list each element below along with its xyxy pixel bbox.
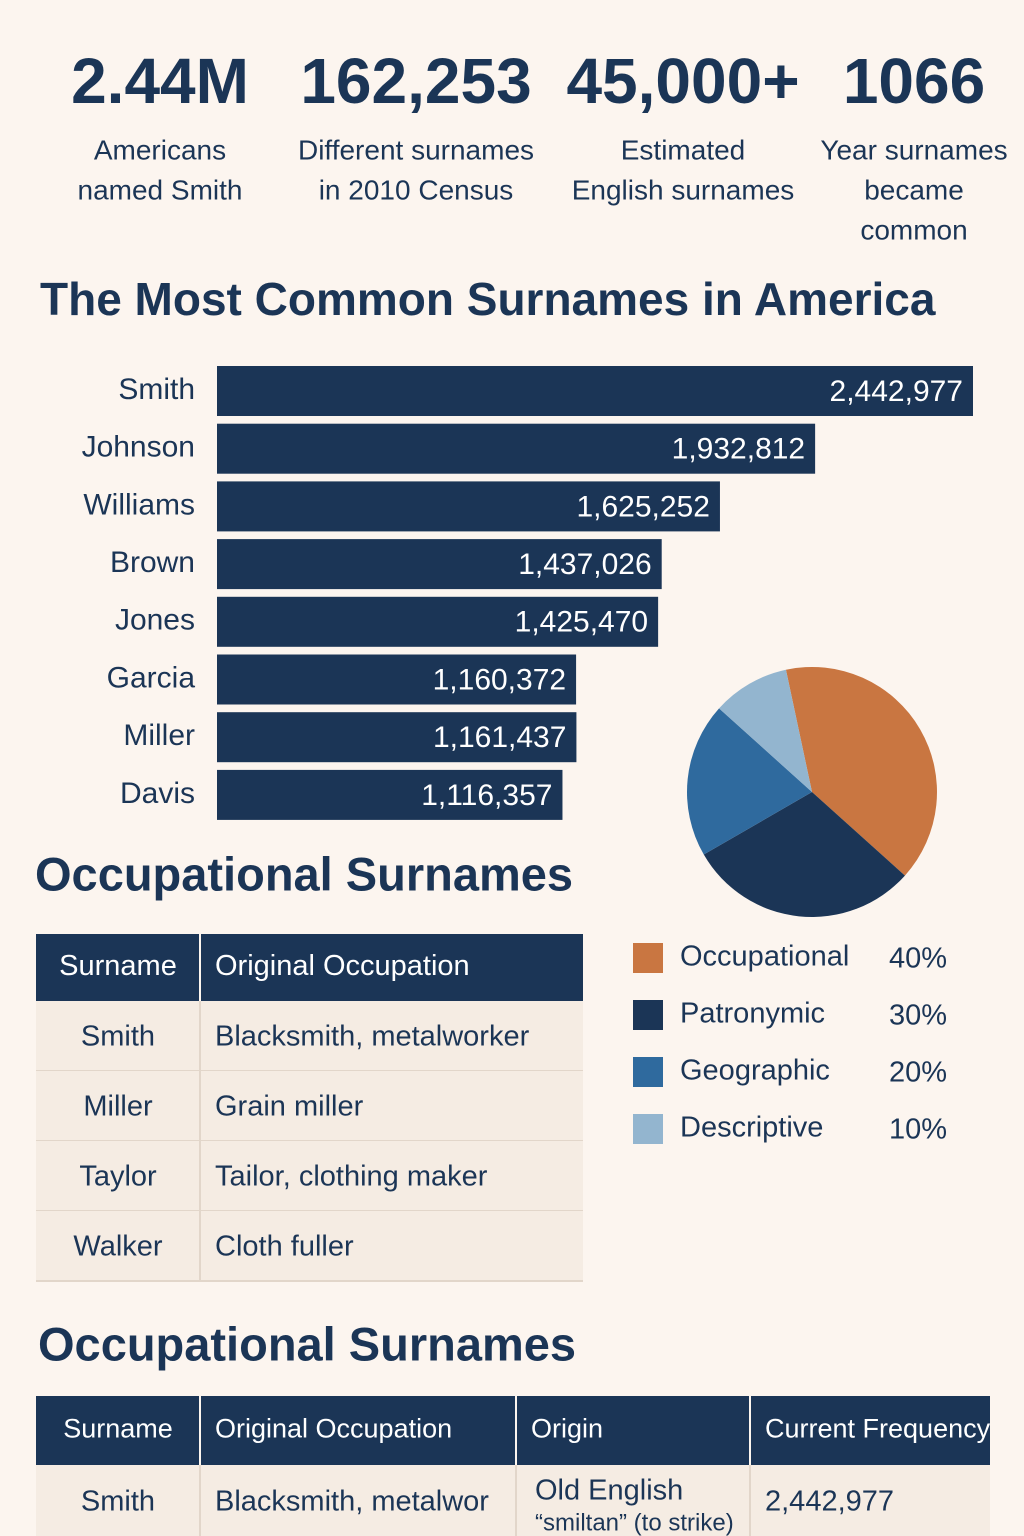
stat-value: 1066	[843, 45, 985, 117]
bar-label: Miller	[123, 719, 195, 752]
stat-value: 45,000+	[566, 45, 799, 117]
legend-swatch	[633, 1000, 663, 1030]
stat-label: Different surnames	[298, 134, 534, 165]
stat-label: Year surnames	[820, 134, 1007, 165]
table-header-cell: Current Frequency	[765, 1414, 991, 1444]
bar	[217, 712, 577, 763]
bar-value-label: 1,161,437	[433, 721, 566, 754]
table-cell: Grain miller	[215, 1091, 364, 1123]
bar-value-label: 1,160,372	[433, 663, 566, 696]
stat-label: Americans	[94, 134, 226, 165]
stat-label: English surnames	[572, 174, 795, 205]
bar-value-label: 1,625,252	[576, 490, 709, 523]
legend-swatch	[633, 1114, 663, 1144]
table-cell: Tailor, clothing maker	[215, 1161, 488, 1193]
table-header	[36, 1396, 990, 1465]
bar-label: Smith	[118, 373, 195, 406]
bar	[217, 481, 720, 532]
legend-swatch	[633, 1057, 663, 1087]
table-header-cell: Original Occupation	[215, 1414, 452, 1444]
bar-value-label: 1,116,357	[421, 779, 552, 812]
table-title: Occupational Surnames	[38, 1317, 576, 1370]
stat-label: became	[864, 174, 964, 205]
bar-label: Garcia	[107, 661, 196, 694]
bar-value-label: 1,437,026	[518, 548, 651, 581]
legend-swatch	[633, 943, 663, 973]
table-cell: Walker	[73, 1231, 162, 1263]
table-cell: Smith	[81, 1021, 155, 1053]
bar	[217, 539, 662, 590]
legend-value: 40%	[889, 943, 947, 975]
pie-slice	[703, 792, 905, 918]
bar-label: Williams	[83, 488, 195, 521]
table-cell: Miller	[83, 1091, 153, 1123]
legend-value: 30%	[889, 1000, 947, 1032]
bar-label: Davis	[120, 777, 195, 810]
table-row	[36, 1465, 990, 1536]
table-cell: Blacksmith, metalworker	[215, 1021, 530, 1053]
table-header-cell: Surname	[59, 950, 177, 982]
bar-title: The Most Common Surnames in America	[40, 273, 936, 325]
pie-slice	[686, 708, 812, 855]
bar	[217, 596, 659, 647]
bar-label: Jones	[115, 604, 195, 637]
bar	[217, 769, 563, 820]
bar-label: Johnson	[82, 431, 195, 464]
stat-value: 2.44M	[71, 45, 249, 117]
table-cell: Cloth fuller	[215, 1231, 354, 1263]
bar-value-label: 1,932,812	[672, 433, 805, 466]
table-cell: Taylor	[79, 1161, 157, 1193]
table-header-cell: Original Occupation	[215, 950, 470, 982]
legend-label: Descriptive	[680, 1112, 823, 1144]
table-cell: Smith	[81, 1486, 155, 1518]
table-title: Occupational Surnames	[35, 847, 573, 900]
table-cell: Blacksmith, metalwor	[215, 1486, 489, 1518]
table-row	[36, 1071, 583, 1141]
bar-label: Brown	[110, 546, 195, 579]
bar-value-label: 2,442,977	[830, 375, 963, 408]
table-cell: 2,442,977	[765, 1486, 894, 1518]
legend-label: Geographic	[680, 1055, 830, 1087]
table-header-cell: Surname	[63, 1414, 173, 1444]
table-row	[36, 1141, 583, 1211]
stat-label: Estimated	[621, 134, 746, 165]
table-cell: “smiltan” (to strike)	[535, 1509, 734, 1536]
bar	[217, 366, 973, 416]
table-header	[36, 934, 583, 1001]
table-header-cell: Origin	[531, 1414, 603, 1444]
stat-label: common	[860, 214, 967, 245]
table-cell: Old English	[535, 1475, 683, 1507]
pie-slice	[719, 669, 812, 792]
table-row	[36, 1001, 583, 1071]
legend-label: Occupational	[680, 941, 849, 973]
legend-value: 10%	[889, 1114, 947, 1146]
bar	[217, 423, 816, 474]
stat-label: in 2010 Census	[319, 174, 514, 205]
bar	[217, 654, 577, 705]
table-row	[36, 1211, 583, 1281]
legend-label: Patronymic	[680, 998, 825, 1030]
stat-label: named Smith	[78, 174, 243, 205]
stat-value: 162,253	[300, 45, 531, 117]
pie-slice	[785, 667, 937, 876]
legend-value: 20%	[889, 1057, 947, 1089]
bar-value-label: 1,425,470	[515, 606, 648, 639]
